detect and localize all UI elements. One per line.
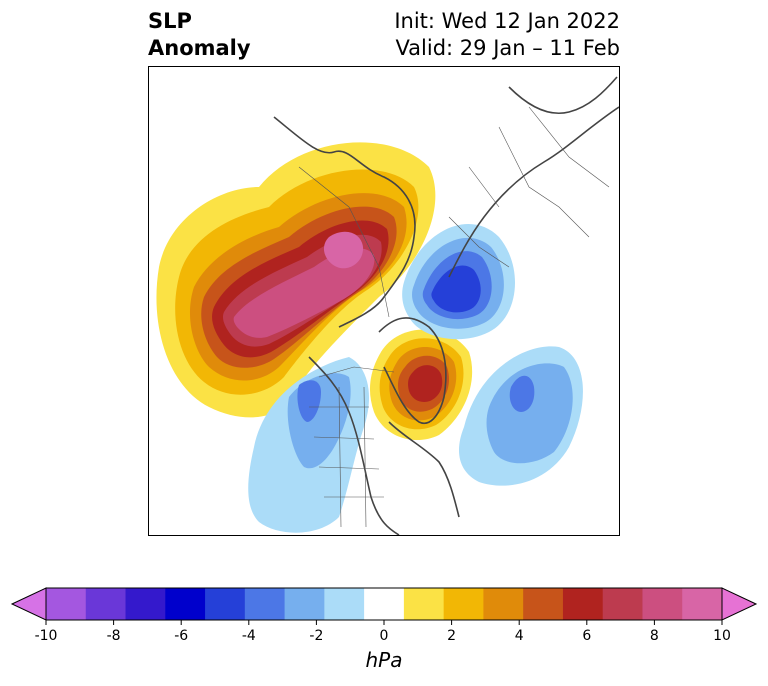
colorbar-tick-label: 6 <box>582 628 592 644</box>
colorbar <box>10 587 758 625</box>
colorbar-segment <box>46 588 87 620</box>
positive-anomaly-canada <box>369 329 473 441</box>
colorbar-tick-label: -8 <box>106 628 121 644</box>
colorbar-right-extension <box>721 587 758 621</box>
colorbar-segment <box>403 588 445 620</box>
colorbar-segment <box>364 588 405 620</box>
title-block: SLP Anomaly <box>148 8 251 62</box>
colorbar-segment <box>85 588 127 620</box>
positive-anomaly-pacific <box>156 142 436 418</box>
date-block: Init: Wed 12 Jan 2022 Valid: 29 Jan – 11… <box>394 8 620 62</box>
colorbar-tick-label: -2 <box>309 628 324 644</box>
colorbar-segment <box>523 588 564 620</box>
colorbar-segment <box>205 588 246 620</box>
colorbar-segment <box>443 588 484 620</box>
colorbar-segment <box>602 588 643 620</box>
colorbar-left-extension <box>10 587 47 621</box>
colorbar-tick-label: 8 <box>649 628 659 644</box>
colorbar-tick-label: -4 <box>241 628 256 644</box>
colorbar-segment <box>324 588 365 620</box>
borders <box>298 106 610 528</box>
colorbar-segment <box>165 588 206 620</box>
colorbar-tick-label: -6 <box>174 628 189 644</box>
colorbar-tick-label: -10 <box>34 628 58 644</box>
negative-anomaly-atlantic <box>459 346 583 486</box>
colorbar-unit-label: hPa <box>365 648 403 672</box>
colorbar-segment <box>125 588 166 620</box>
coastlines <box>273 76 619 535</box>
colorbar-tick-label: 0 <box>379 628 389 644</box>
colorbar-segment <box>483 588 524 620</box>
anomaly-map <box>156 76 619 535</box>
colorbar-segment <box>244 588 286 620</box>
negative-anomaly-namerica <box>248 357 369 533</box>
init-date-text: Init: Wed 12 Jan 2022 <box>394 9 620 33</box>
colorbar-segment <box>562 588 604 620</box>
colorbar-tick-label: 2 <box>447 628 457 644</box>
colorbar-segment <box>284 588 325 620</box>
colorbar-segment <box>642 588 683 620</box>
title-line-2: Anomaly <box>148 36 251 60</box>
map-panel <box>148 66 620 536</box>
title-line-1: SLP <box>148 9 192 33</box>
colorbar-segment <box>682 588 723 620</box>
colorbar-tick-label: 4 <box>514 628 524 644</box>
valid-range-text: Valid: 29 Jan – 11 Feb <box>395 36 620 60</box>
negative-anomaly-europe <box>402 224 516 340</box>
colorbar-tick-label: 10 <box>713 628 731 644</box>
